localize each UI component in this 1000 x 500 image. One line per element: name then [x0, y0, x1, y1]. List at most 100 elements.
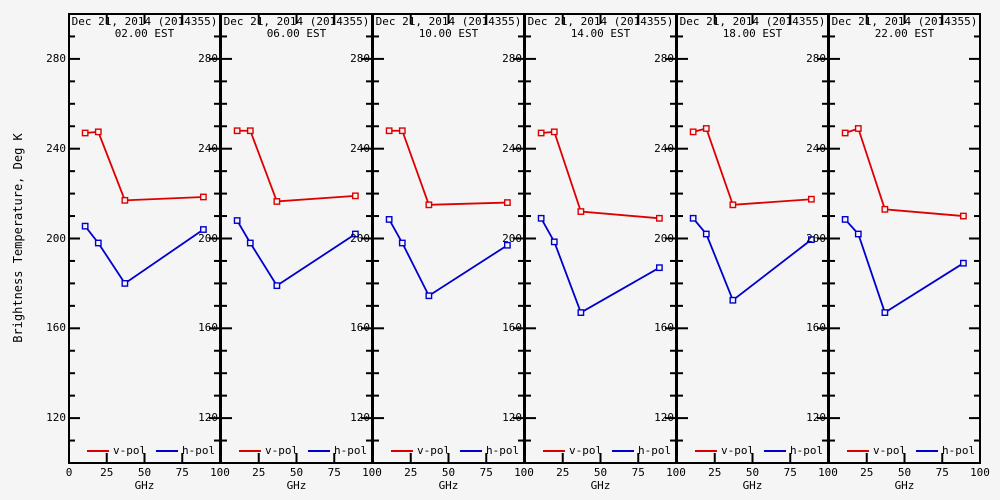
legend-vpol-label: v-pol	[417, 444, 451, 457]
x-tick-label: 50	[441, 466, 456, 479]
y-tick-label: 240	[502, 141, 522, 155]
x-axis-unit-label: GHz	[134, 479, 155, 492]
y-tick-label: 200	[198, 231, 218, 245]
legend-vpol-swatch	[239, 450, 261, 452]
legend-hpol-swatch	[916, 450, 938, 452]
y-tick-label: 120	[350, 411, 370, 425]
v-pol-marker	[702, 125, 710, 132]
v-pol-marker	[577, 208, 585, 215]
h-pol-marker	[351, 230, 359, 238]
x-tick-label: 0	[65, 466, 73, 479]
v-pol-marker	[503, 199, 511, 206]
h-pol-line	[844, 218, 964, 314]
v-pol-marker	[537, 129, 545, 137]
v-pol-marker	[841, 129, 849, 137]
y-tick-label: 280	[350, 51, 370, 65]
legend-hpol-label: h-pol	[334, 444, 368, 457]
y-tick-label: 160	[502, 321, 522, 335]
legend-hpol-swatch	[764, 450, 786, 452]
h-pol-marker	[550, 238, 558, 246]
y-tick-label: 120	[654, 411, 674, 425]
legend-vpol-swatch	[543, 450, 565, 452]
h-pol-marker	[655, 264, 663, 272]
h-pol-marker	[199, 226, 207, 233]
legend-hpol-swatch	[612, 450, 634, 452]
legend-hpol-label: h-pol	[638, 444, 672, 457]
h-pol-line	[388, 218, 508, 298]
x-tick-label: 50	[745, 466, 760, 479]
h-pol-marker	[503, 241, 511, 249]
h-pol-marker	[537, 214, 545, 222]
h-pol-marker	[121, 280, 129, 287]
legend-hpol-swatch	[460, 450, 482, 452]
h-pol-marker	[702, 230, 710, 238]
v-pol-marker	[199, 193, 207, 201]
h-pol-marker	[246, 239, 254, 247]
h-pol-marker	[425, 292, 433, 300]
legend-hpol-label: h-pol	[942, 444, 976, 457]
v-pol-marker	[959, 212, 967, 220]
h-pol-marker	[841, 216, 849, 223]
h-pol-marker	[577, 309, 585, 316]
h-pol-marker	[81, 222, 89, 230]
h-pol-marker	[807, 236, 815, 244]
panel-title-time: 22.00 EST	[874, 27, 935, 40]
v-pol-marker	[689, 128, 697, 136]
panel-title-time: 06.00 EST	[266, 27, 327, 40]
v-pol-marker	[351, 192, 359, 200]
y-tick-label: 160	[806, 321, 826, 335]
v-pol-marker	[246, 127, 254, 135]
legend-vpol-swatch	[847, 450, 869, 452]
legend-vpol-label: v-pol	[873, 444, 907, 457]
h-pol-line	[540, 217, 660, 314]
panel-title-time: 02.00 EST	[114, 27, 175, 40]
h-pol-marker	[233, 217, 241, 224]
x-tick-label: 75	[783, 466, 797, 479]
v-pol-marker	[881, 205, 889, 213]
x-tick-label: 50	[137, 466, 152, 479]
v-pol-marker	[233, 127, 241, 135]
x-tick-label: 25	[252, 466, 266, 479]
legend-hpol-label: h-pol	[182, 444, 216, 457]
v-pol-marker	[854, 125, 862, 132]
v-pol-marker	[425, 201, 433, 209]
h-pol-marker	[689, 214, 697, 222]
legend-vpol-swatch	[87, 450, 109, 452]
h-pol-marker	[94, 239, 102, 247]
panel-title-date: Dec 21, 2014 (2014355)	[71, 15, 218, 28]
x-tick-label: 50	[593, 466, 608, 479]
x-tick-label: 75	[935, 466, 949, 479]
x-tick-label: 50	[897, 466, 912, 479]
x-tick-label: 75	[175, 466, 189, 479]
x-axis-unit-label: GHz	[894, 479, 915, 492]
h-pol-marker	[959, 259, 967, 267]
y-axis-title: Brightness Temperature, Deg K	[11, 133, 25, 343]
x-tick-label: 25	[708, 466, 722, 479]
panel-title-time: 18.00 EST	[722, 27, 783, 40]
y-tick-label: 120	[502, 411, 522, 425]
y-tick-label: 200	[502, 231, 522, 245]
legend-vpol-swatch	[391, 450, 413, 452]
x-tick-label: 100	[666, 466, 686, 479]
plot-border	[828, 13, 981, 464]
x-tick-label: 75	[479, 466, 493, 479]
v-pol-marker	[81, 129, 89, 137]
panel-title-date: Dec 21, 2014 (2014355)	[223, 15, 370, 28]
h-pol-marker	[385, 216, 393, 223]
y-tick-label: 280	[806, 51, 826, 65]
v-pol-marker	[385, 127, 393, 135]
x-tick-label: 75	[327, 466, 341, 479]
y-tick-label: 280	[46, 51, 66, 65]
h-pol-line	[84, 225, 204, 285]
panel-title-time: 14.00 EST	[570, 27, 631, 40]
h-pol-line	[692, 217, 812, 302]
y-tick-label: 280	[198, 51, 218, 65]
v-pol-line	[844, 127, 964, 217]
v-pol-line	[85, 130, 204, 202]
y-tick-label: 240	[198, 141, 218, 155]
y-tick-label: 120	[198, 411, 218, 425]
v-pol-line	[541, 130, 660, 220]
legend-hpol-swatch	[308, 450, 330, 452]
